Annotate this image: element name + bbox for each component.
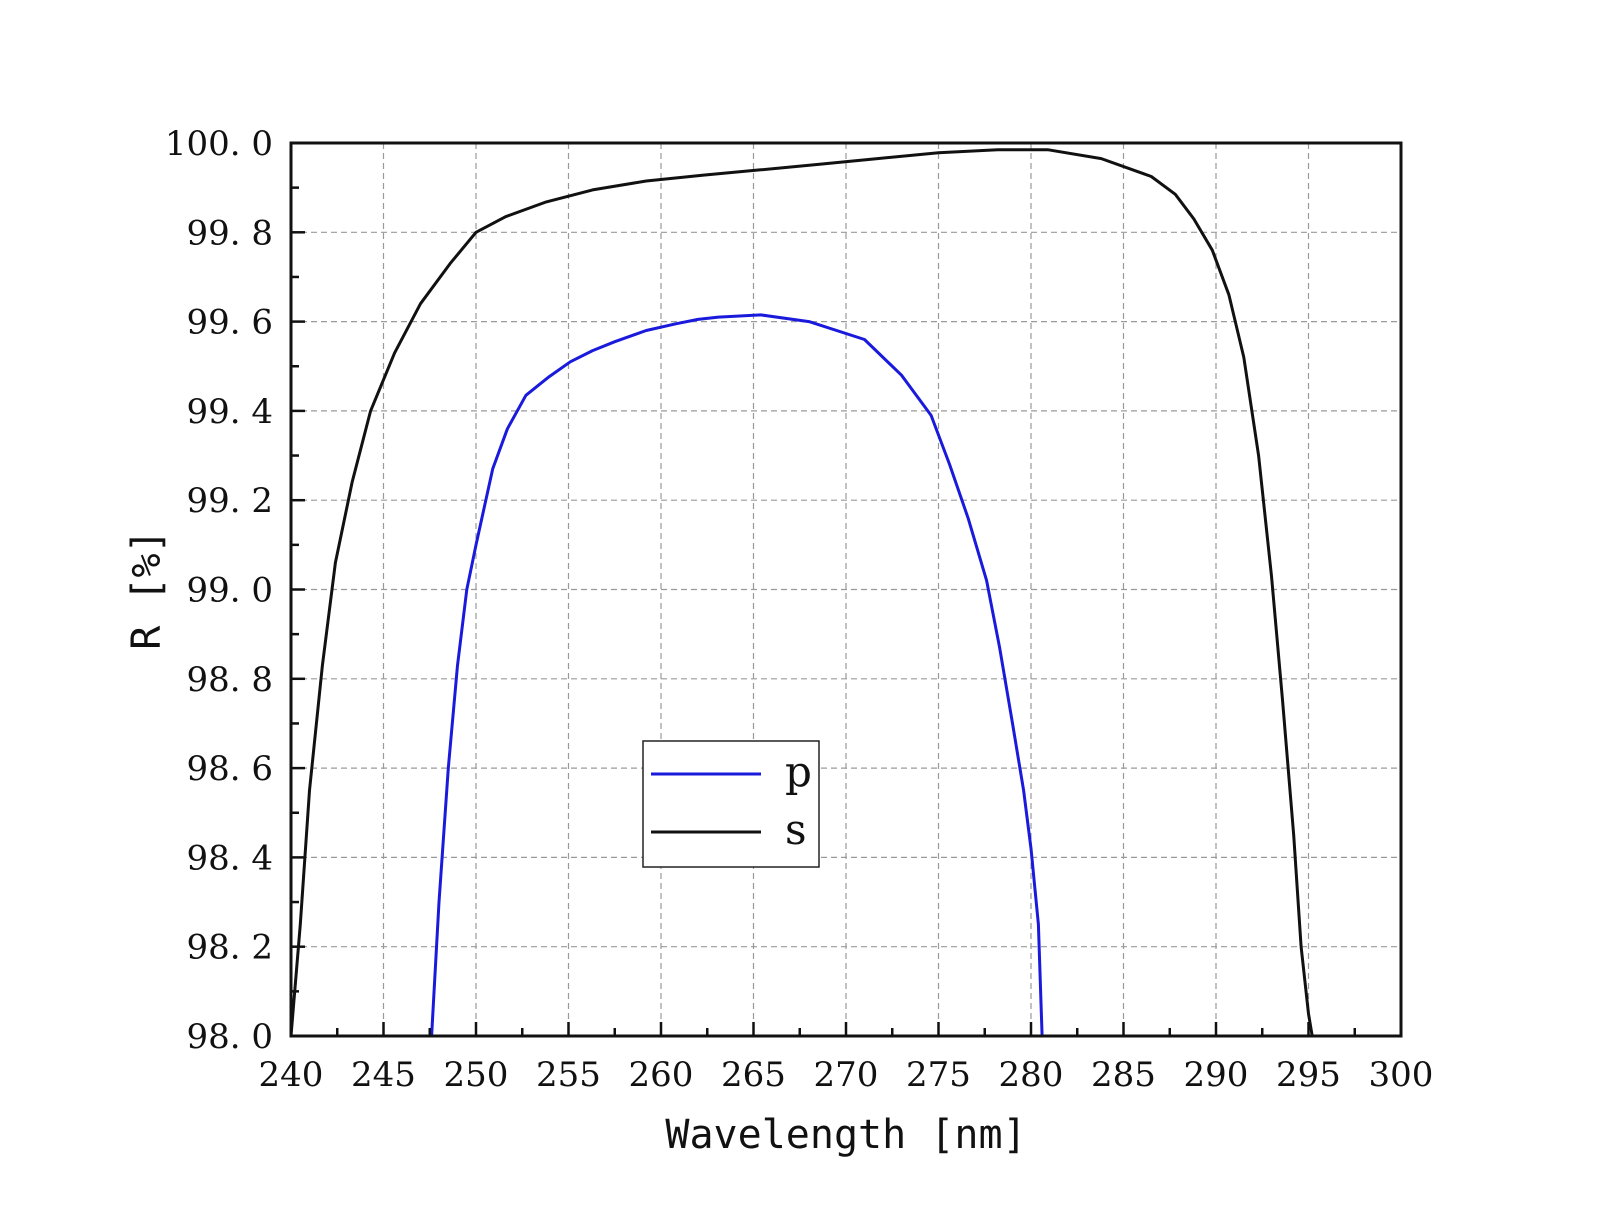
axis-ticks <box>289 141 1403 1038</box>
y-tick-label: 99. 8 <box>186 213 273 253</box>
x-tick-label: 275 <box>906 1055 971 1095</box>
x-tick-label: 280 <box>999 1055 1064 1095</box>
y-axis-label: R [%] <box>124 529 170 649</box>
x-tick-label: 290 <box>1184 1055 1249 1095</box>
y-tick-label: 98. 4 <box>186 838 273 878</box>
y-tick-label: 98. 8 <box>186 660 273 700</box>
x-tick-label: 300 <box>1369 1055 1434 1095</box>
x-tick-label: 295 <box>1276 1055 1341 1095</box>
legend-label-s: s <box>785 805 807 854</box>
x-tick-label: 250 <box>444 1055 509 1095</box>
grid-lines <box>291 143 1401 1036</box>
x-tick-label: 285 <box>1091 1055 1156 1095</box>
x-tick-label: 255 <box>536 1055 601 1095</box>
x-tick-label: 265 <box>721 1055 786 1095</box>
y-tick-label: 98. 2 <box>186 928 273 968</box>
x-tick-label: 260 <box>629 1055 694 1095</box>
legend: p s <box>642 740 820 868</box>
y-tick-label: 98. 0 <box>186 1017 273 1057</box>
tick-labels: 240 245 250 255 260 265 270 275 280 285 290 295 300 9… <box>165 124 1434 1095</box>
x-tick-label: 245 <box>351 1055 416 1095</box>
y-tick-label: 99. 4 <box>186 392 273 432</box>
x-tick-label: 270 <box>814 1055 879 1095</box>
series-lines <box>289 148 1314 1038</box>
y-tick-label: 99. 0 <box>186 571 273 611</box>
x-tick-label: 240 <box>259 1055 324 1095</box>
legend-label-p: p <box>785 747 812 796</box>
y-tick-label: 99. 2 <box>186 481 273 521</box>
y-tick-label: 100. 0 <box>165 124 273 164</box>
y-tick-label: 99. 6 <box>186 303 273 343</box>
y-tick-label: 98. 6 <box>186 749 273 789</box>
series-line-p <box>430 313 1044 1038</box>
legend-box <box>642 740 820 868</box>
series-line-s <box>289 148 1314 1038</box>
x-axis-label: Wavelength [nm] <box>665 1112 1026 1158</box>
